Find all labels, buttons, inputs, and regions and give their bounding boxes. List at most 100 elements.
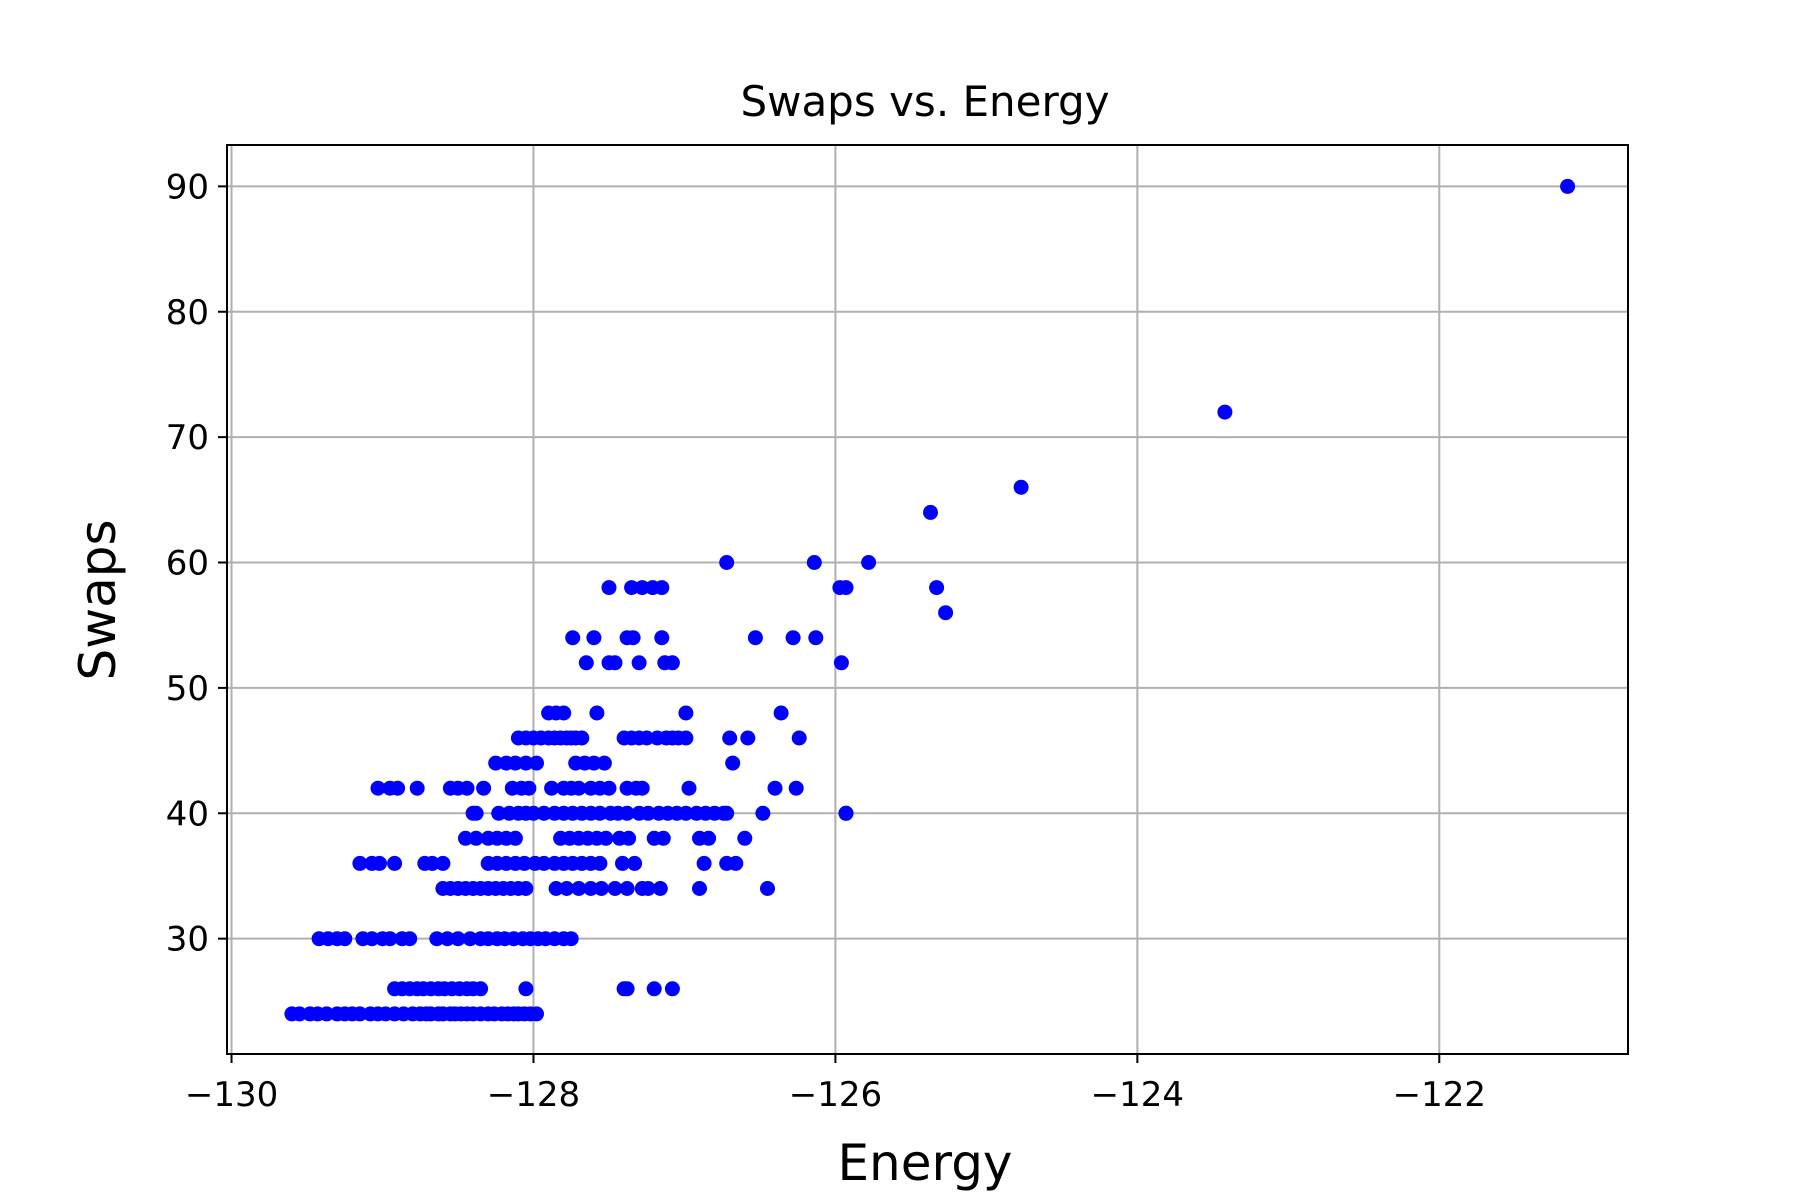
data-point: [529, 755, 544, 771]
data-point: [574, 730, 590, 746]
x-tick-label: −122: [1393, 1075, 1486, 1115]
data-point: [664, 981, 680, 997]
x-axis-ticks: −130 −128 −126 −124 −122: [185, 1054, 1486, 1115]
data-point: [619, 805, 635, 821]
data-point: [938, 605, 954, 621]
data-point: [468, 830, 484, 846]
data-point: [488, 755, 504, 771]
data-point: [929, 580, 945, 596]
data-point: [631, 655, 647, 671]
data-point: [624, 580, 640, 596]
data-point: [619, 981, 635, 997]
x-tick-label: −130: [185, 1075, 278, 1115]
data-point: [621, 830, 637, 846]
data-point: [352, 855, 368, 871]
data-point: [652, 881, 668, 896]
data-point: [760, 881, 775, 896]
data-point: [808, 630, 824, 646]
data-points: [284, 178, 1576, 1022]
chart-title: Swaps vs. Energy: [740, 77, 1109, 126]
data-point: [755, 805, 771, 821]
data-point: [773, 705, 789, 721]
data-point: [491, 805, 507, 821]
data-point: [737, 830, 753, 846]
data-point: [692, 881, 707, 896]
data-point: [838, 805, 854, 821]
y-axis-ticks: 30 40 50 60 70 80 90: [166, 167, 227, 960]
data-point: [640, 881, 656, 896]
data-point: [740, 730, 756, 746]
data-point: [565, 630, 581, 646]
data-point: [719, 805, 735, 821]
data-point: [352, 1006, 368, 1022]
data-point: [337, 931, 353, 947]
x-axis-label: Energy: [837, 1134, 1012, 1192]
data-point: [435, 855, 451, 871]
data-point: [544, 780, 560, 796]
data-point: [678, 730, 694, 746]
data-point: [586, 630, 602, 646]
y-tick-label: 80: [166, 293, 209, 333]
y-tick-label: 70: [166, 418, 209, 458]
data-point: [372, 855, 387, 871]
data-point: [719, 555, 735, 570]
data-point: [507, 755, 523, 771]
data-point: [473, 981, 489, 997]
data-point: [583, 881, 599, 896]
y-tick-label: 30: [166, 920, 209, 960]
data-point: [838, 580, 854, 596]
data-point: [571, 881, 587, 896]
data-point: [387, 855, 403, 871]
data-point: [1217, 404, 1233, 420]
data-point: [1013, 479, 1029, 495]
data-point: [601, 580, 617, 596]
data-point: [429, 931, 445, 947]
y-tick-label: 90: [166, 167, 209, 207]
data-point: [791, 730, 807, 746]
data-point: [654, 630, 670, 646]
data-point: [625, 630, 641, 646]
data-point: [627, 855, 643, 871]
data-point: [468, 805, 484, 821]
data-point: [578, 655, 594, 671]
data-point: [409, 780, 425, 796]
data-point: [319, 1006, 335, 1022]
data-point: [370, 780, 386, 796]
x-tick-label: −128: [487, 1075, 580, 1115]
data-point: [592, 805, 608, 821]
data-point: [476, 780, 492, 796]
data-point: [593, 881, 609, 896]
data-point: [402, 931, 418, 947]
data-point: [725, 755, 741, 771]
data-point: [785, 630, 801, 646]
data-point: [518, 981, 534, 997]
data-point: [516, 855, 532, 871]
data-point: [747, 630, 763, 646]
data-point: [556, 705, 572, 721]
data-point: [450, 931, 466, 947]
data-point: [382, 931, 398, 947]
data-point: [548, 881, 564, 896]
data-point: [678, 805, 694, 821]
data-point: [596, 755, 612, 771]
data-point: [861, 555, 877, 570]
data-point: [424, 855, 440, 871]
data-point: [526, 805, 541, 821]
data-point: [634, 780, 650, 796]
y-tick-label: 50: [166, 669, 209, 709]
data-point: [806, 555, 822, 570]
x-tick-label: −124: [1091, 1075, 1184, 1115]
data-point: [529, 1006, 544, 1022]
data-point: [646, 981, 662, 997]
data-point: [923, 504, 938, 520]
data-point: [458, 830, 473, 846]
data-point: [536, 855, 552, 871]
data-point: [586, 755, 602, 771]
data-point: [390, 780, 406, 796]
data-point: [639, 730, 655, 746]
data-point: [615, 855, 630, 871]
data-point: [607, 881, 623, 896]
data-point: [619, 881, 635, 896]
